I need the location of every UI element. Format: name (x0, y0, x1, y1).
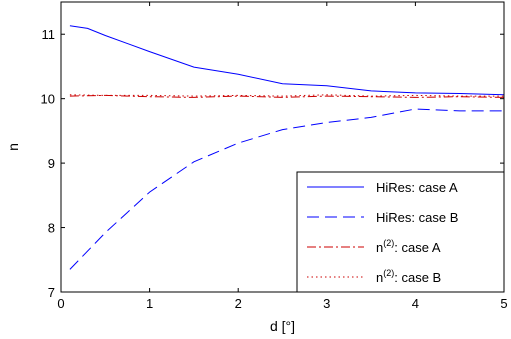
x-tick-label: 1 (146, 296, 153, 311)
y-tick-label: 8 (48, 221, 55, 236)
y-tick-label: 7 (48, 285, 55, 300)
series-line-4 (69, 94, 504, 97)
legend-box (296, 171, 505, 293)
x-tick-label: 2 (235, 296, 242, 311)
x-tick-label: 3 (323, 296, 330, 311)
y-tick-label: 9 (48, 156, 55, 171)
x-tick-label: 0 (57, 296, 64, 311)
y-tick-label: 10 (41, 92, 55, 107)
x-tick-label: 5 (500, 296, 507, 311)
legend-label-2: HiRes: case B (376, 210, 458, 225)
y-axis-label: n (5, 143, 21, 151)
y-tick-label: 11 (42, 27, 56, 42)
series-line-2 (69, 108, 504, 270)
series-line-3 (69, 94, 505, 98)
plot-frame (60, 1, 505, 293)
series-line-1 (69, 25, 505, 96)
legend: HiRes: case A HiRes: case B n(2): case A n(… (296, 171, 505, 293)
x-axis-label: d [°] (270, 318, 295, 334)
plot-lines (69, 25, 505, 270)
legend-label-1: HiRes: case A (376, 180, 458, 195)
legend-label-3: n(2): case A (376, 238, 441, 255)
legend-label-4: n(2): case B (376, 268, 441, 285)
x-tick-label: 4 (412, 296, 419, 311)
